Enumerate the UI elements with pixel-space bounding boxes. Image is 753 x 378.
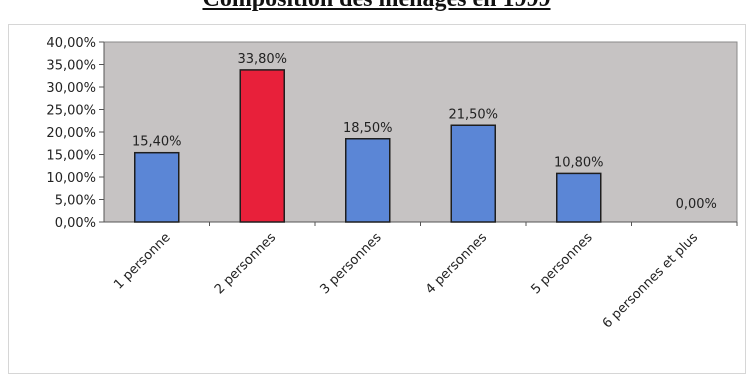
data-label: 18,50% [343, 121, 393, 136]
y-tick-label: 5,00% [55, 194, 96, 209]
bar [239, 69, 285, 223]
x-tick-label: 2 personnes [212, 230, 279, 297]
bar [450, 124, 496, 223]
y-tick-label: 15,00% [46, 149, 96, 164]
y-tick-label: 40,00% [46, 36, 96, 51]
plot-area [103, 41, 738, 223]
data-label: 33,80% [237, 52, 287, 67]
y-tick-label: 25,00% [46, 104, 96, 119]
bar [345, 138, 391, 223]
bar [556, 172, 602, 223]
y-tick-label: 30,00% [46, 81, 96, 96]
data-label: 21,50% [448, 107, 498, 122]
chart-title: Composition des ménages en 1999 [0, 0, 753, 13]
y-tick-label: 10,00% [46, 171, 96, 186]
y-tick-label: 0,00% [55, 216, 96, 231]
x-tick-label: 3 personnes [317, 230, 384, 297]
data-label: 10,80% [554, 155, 604, 170]
y-tick-label: 35,00% [46, 59, 96, 74]
bar [134, 151, 180, 223]
x-tick-label: 6 personnes et plus [600, 230, 701, 331]
data-label: 0,00% [676, 197, 717, 212]
x-tick-label: 1 personne [111, 230, 173, 292]
x-tick-label: 5 personnes [528, 230, 595, 297]
data-label: 15,40% [132, 135, 182, 150]
y-tick-label: 20,00% [46, 126, 96, 141]
x-tick-label: 4 personnes [423, 230, 490, 297]
